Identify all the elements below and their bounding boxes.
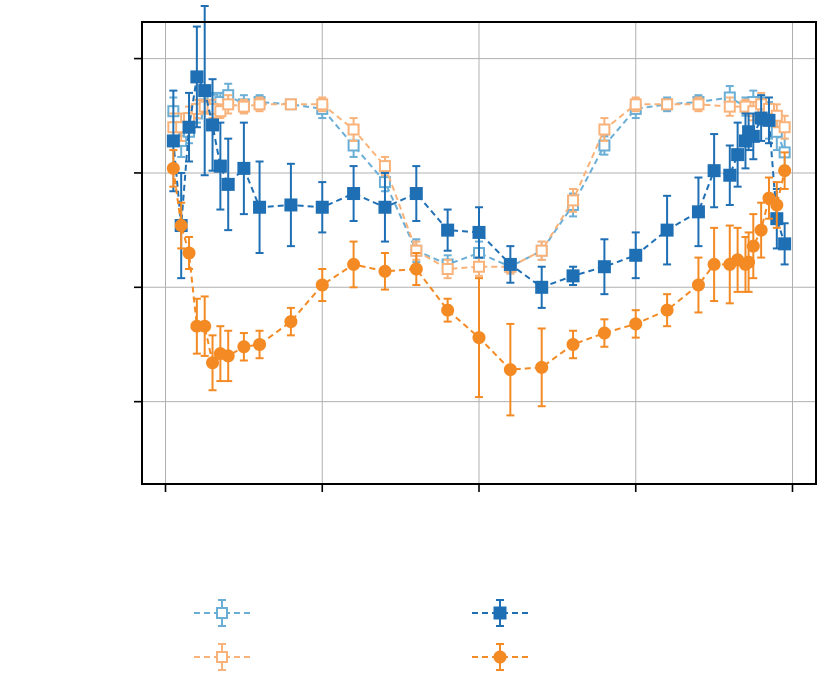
data-point [441,223,455,237]
data-point [598,139,611,152]
data-point [707,164,721,178]
data-point [503,363,517,377]
data-point [347,123,360,136]
data-point [237,100,250,113]
data-point [778,164,792,178]
data-point [597,326,611,340]
legend-entry-1 [194,599,250,627]
data-point [472,331,486,345]
data-point [723,100,736,113]
data-point [661,98,674,111]
data-point [315,200,329,214]
data-point [378,264,392,278]
data-point [691,278,705,292]
data-point [778,237,792,251]
data-point [214,105,227,118]
data-point [284,198,298,212]
data-point [213,159,227,173]
data-point [742,255,756,269]
legend-marker [216,607,228,619]
data-point [316,98,329,111]
data-point [770,198,784,212]
data-point [206,118,220,132]
legend [194,599,528,671]
data-point [598,123,611,136]
data-point [778,121,791,134]
data-point [629,248,643,262]
data-point [174,219,188,233]
data-point [222,98,235,111]
data-point [253,200,267,214]
data-point [754,223,768,237]
data-point [190,70,204,84]
data-point [378,160,391,173]
legend-entry-3 [472,599,528,627]
data-point [237,340,251,354]
data-point [347,187,361,201]
data-point [182,120,196,134]
data-point [707,257,721,271]
data-point [566,337,580,351]
data-point [198,319,212,333]
data-point [472,225,486,239]
data-point [347,139,360,152]
data-point [409,187,423,201]
data-point [198,84,212,98]
data-point [566,269,580,283]
data-point [731,148,745,162]
data-point [206,356,220,370]
data-point [567,194,580,207]
data-point [762,113,776,127]
data-point [347,257,361,271]
data-point [237,161,251,175]
data-point [660,303,674,317]
legend-entry-2 [194,643,250,671]
data-point [723,168,737,182]
data-point [221,349,235,363]
data-point [660,223,674,237]
data-point [221,177,235,191]
legend-marker [216,651,228,663]
data-point [409,262,423,276]
data-point [473,260,485,273]
legend-marker [493,650,507,664]
data-point [746,129,760,143]
data-point [378,200,392,214]
data-point [166,161,180,175]
plot-area [166,4,792,417]
data-point [182,246,196,260]
legend-entry-4 [472,643,528,671]
data-point [253,98,266,111]
data-point [691,205,705,219]
data-point [503,257,517,271]
axes-frame [141,21,817,485]
data-point [535,360,549,374]
data-point [441,303,455,317]
data-point [253,337,267,351]
series-4 [166,149,792,417]
data-point [597,260,611,274]
data-point [166,134,180,148]
data-point [284,315,298,329]
data-point [535,280,549,294]
data-point [629,317,643,331]
data-point [692,98,705,111]
data-point [535,244,548,257]
data-point [746,239,760,253]
data-point [315,278,329,292]
data-point [441,263,454,276]
legend-marker [493,606,507,620]
data-point [284,98,297,111]
axis-ticks [134,57,794,492]
data-point [629,98,642,111]
